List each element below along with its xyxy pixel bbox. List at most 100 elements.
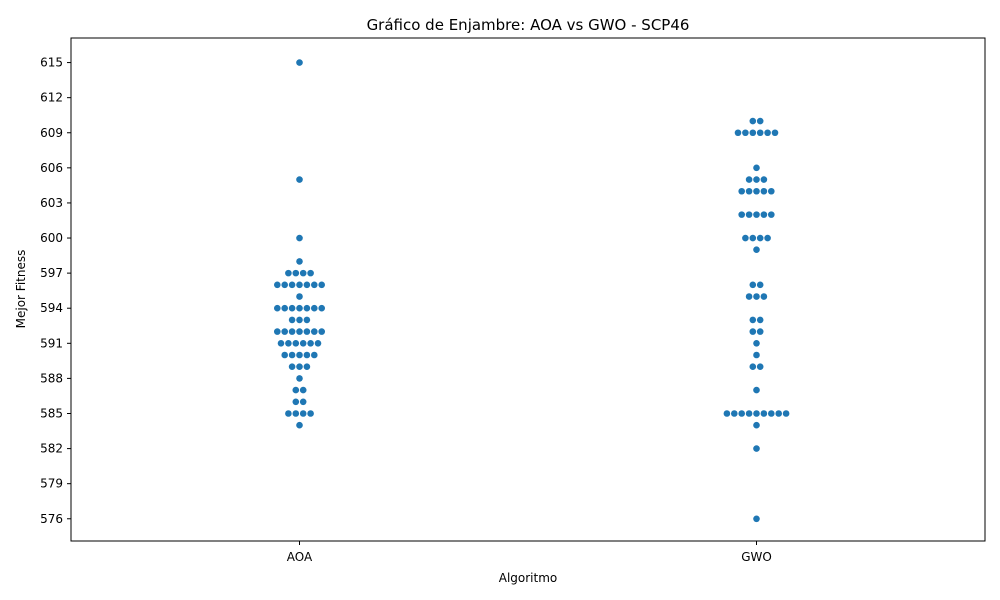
- swarm-point: [760, 293, 768, 300]
- y-tick-label: 576: [40, 512, 63, 526]
- swarm-point: [296, 363, 303, 371]
- swarm-point: [771, 129, 779, 137]
- swarm-point: [296, 375, 303, 382]
- swarm-point: [756, 117, 764, 125]
- swarm-point: [753, 515, 760, 523]
- swarm-point: [318, 328, 326, 335]
- chart-title: Gráfico de Enjambre: AOA vs GWO - SCP46: [367, 16, 690, 34]
- swarm-point: [768, 211, 775, 218]
- swarm-point: [760, 187, 768, 195]
- swarm-point: [307, 269, 314, 277]
- swarm-point: [753, 211, 760, 218]
- swarm-point: [288, 351, 296, 359]
- swarm-point: [753, 410, 760, 417]
- swarm-point: [753, 176, 760, 183]
- swarm-point: [753, 164, 760, 172]
- swarm-point: [742, 129, 749, 137]
- swarm-point: [292, 386, 300, 394]
- swarm-point: [296, 258, 303, 265]
- swarm-point: [753, 421, 760, 429]
- swarm-point: [296, 328, 303, 335]
- swarm-point: [296, 304, 303, 312]
- swarm-point: [288, 304, 296, 312]
- swarm-point: [745, 293, 753, 300]
- y-axis-label: Mejor Fitness: [14, 250, 28, 329]
- y-tick-label: 606: [40, 161, 63, 175]
- swarm-point: [753, 293, 760, 300]
- swarm-point: [723, 410, 731, 417]
- swarm-point: [749, 328, 757, 335]
- swarm-point: [296, 421, 303, 429]
- swarm-point: [753, 187, 760, 195]
- swarm-point: [756, 316, 764, 324]
- swarm-point: [299, 386, 307, 394]
- swarm-point: [299, 398, 307, 406]
- x-tick-label: AOA: [287, 550, 313, 564]
- y-axis: 576 579 582 585 588 591 594 597 600 603 606 609 612 6…: [40, 56, 71, 526]
- swarm-point: [756, 328, 764, 335]
- swarm-point: [745, 187, 753, 195]
- swarm-point: [756, 129, 764, 137]
- y-tick-label: 600: [40, 231, 63, 245]
- swarm-point: [303, 363, 311, 371]
- swarm-point: [296, 176, 303, 183]
- swarm-point: [738, 410, 745, 417]
- swarm-point: [749, 316, 757, 324]
- swarm-point: [734, 129, 742, 137]
- swarm-point: [296, 316, 303, 324]
- swarm-point: [288, 281, 296, 289]
- swarm-point: [307, 340, 314, 347]
- swarm-point: [311, 281, 318, 289]
- swarm-point: [303, 316, 311, 324]
- swarm-point: [296, 293, 303, 300]
- swarm-point: [745, 410, 753, 417]
- swarm-point: [782, 410, 790, 417]
- swarm-point: [299, 410, 307, 417]
- swarm-point: [296, 59, 303, 66]
- swarm-point: [274, 328, 281, 335]
- swarm-point: [314, 340, 322, 347]
- swarm-point: [307, 410, 314, 417]
- swarm-point: [749, 234, 757, 242]
- swarm-point: [303, 281, 311, 289]
- swarm-point: [738, 187, 745, 195]
- swarm-point: [288, 316, 296, 324]
- y-tick-label: 612: [40, 91, 63, 105]
- y-tick-label: 603: [40, 196, 63, 210]
- swarm-point: [296, 234, 303, 242]
- swarm-point: [296, 351, 303, 359]
- swarm-point: [753, 386, 760, 394]
- swarm-point: [299, 269, 307, 277]
- y-tick-label: 591: [40, 336, 63, 350]
- swarm-point: [742, 234, 749, 242]
- swarm-point: [753, 445, 760, 452]
- swarm-point: [749, 117, 757, 125]
- swarm-point: [768, 410, 775, 417]
- swarm-point: [753, 351, 760, 359]
- swarm-point: [288, 363, 296, 371]
- swarm-point: [753, 340, 760, 347]
- y-tick-label: 615: [40, 56, 63, 70]
- swarm-point: [756, 281, 764, 289]
- swarm-point: [274, 281, 281, 289]
- swarm-point: [303, 351, 311, 359]
- swarm-point: [318, 281, 326, 289]
- y-tick-label: 588: [40, 371, 63, 385]
- swarm-point: [764, 234, 771, 242]
- y-tick-label: 585: [40, 406, 63, 420]
- plot-frame: [70, 37, 986, 542]
- y-tick-label: 594: [40, 301, 63, 315]
- y-tick-label: 609: [40, 126, 63, 140]
- swarm-point: [756, 234, 764, 242]
- swarm-point: [318, 304, 326, 312]
- data-points: [274, 59, 790, 523]
- y-tick-label: 597: [40, 266, 63, 280]
- swarm-point: [768, 187, 775, 195]
- swarm-point: [288, 328, 296, 335]
- swarm-point: [292, 410, 300, 417]
- swarm-point: [281, 328, 289, 335]
- swarm-point: [311, 304, 318, 312]
- y-tick-label: 579: [40, 477, 63, 491]
- swarm-point: [760, 176, 768, 183]
- x-axis-label: Algoritmo: [499, 571, 558, 585]
